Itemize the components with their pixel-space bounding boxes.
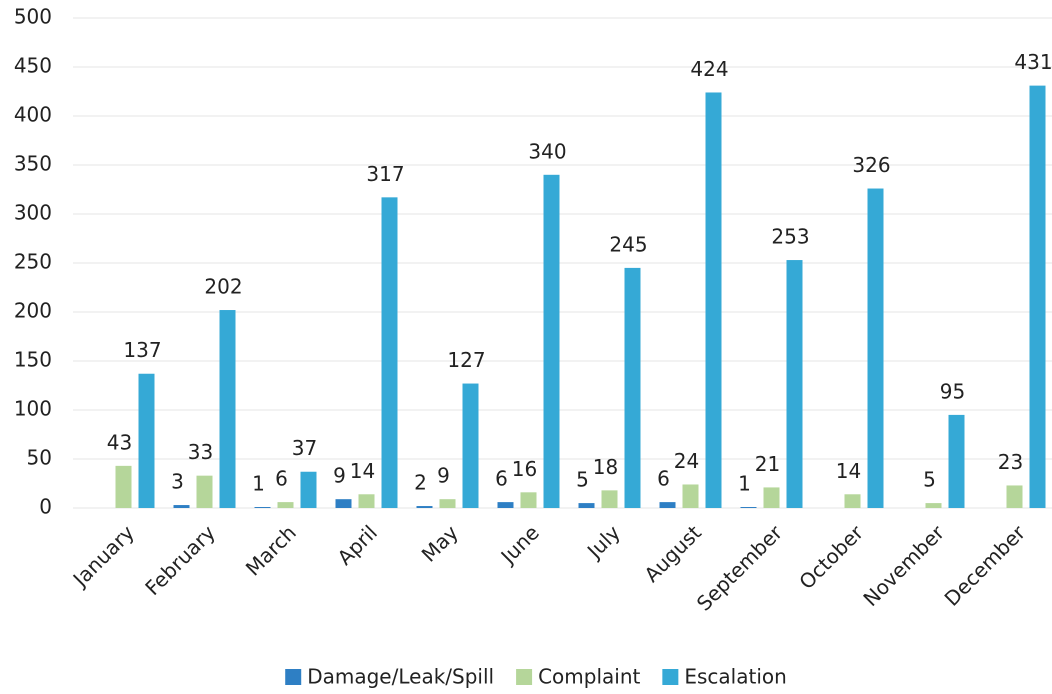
legend-item: Damage/Leak/Spill <box>285 665 494 689</box>
y-tick-label: 400 <box>14 103 52 127</box>
bar <box>138 373 155 508</box>
legend-label: Complaint <box>538 665 640 689</box>
data-label: 317 <box>366 162 404 186</box>
data-label: 9 <box>333 464 346 488</box>
bar <box>682 484 699 508</box>
data-label: 9 <box>437 464 450 488</box>
data-label: 127 <box>447 348 485 372</box>
bar <box>601 490 618 508</box>
data-label: 6 <box>275 467 288 491</box>
data-label: 245 <box>609 232 647 256</box>
bar <box>925 503 942 508</box>
bar <box>115 465 132 508</box>
bar <box>624 267 641 508</box>
bar <box>358 494 375 508</box>
data-label: 5 <box>576 468 589 492</box>
bar <box>763 487 780 508</box>
bar <box>439 499 456 508</box>
data-label: 340 <box>528 139 566 163</box>
data-label: 23 <box>998 450 1023 474</box>
x-tick-label: February <box>140 520 220 600</box>
bar <box>277 502 294 508</box>
y-tick-label: 150 <box>14 348 52 372</box>
bar <box>659 502 676 508</box>
bar <box>497 502 514 508</box>
y-tick-label: 50 <box>27 446 52 470</box>
legend-label: Escalation <box>684 665 786 689</box>
x-tick-label: November <box>858 520 949 611</box>
bar <box>300 471 317 508</box>
x-tick-label: March <box>241 520 301 580</box>
bar <box>254 507 271 508</box>
bar <box>867 188 884 508</box>
legend: Damage/Leak/Spill Complaint Escalation <box>285 665 787 689</box>
bar <box>1006 485 1023 508</box>
x-tick-label: September <box>692 520 788 616</box>
y-tick-label: 0 <box>39 495 52 519</box>
legend-item: Complaint <box>516 665 641 689</box>
data-label: 253 <box>771 225 809 249</box>
y-tick-label: 500 <box>14 5 52 29</box>
data-label: 95 <box>940 379 965 403</box>
data-label: 6 <box>657 467 670 491</box>
data-label: 424 <box>690 57 728 81</box>
bar <box>1029 85 1046 509</box>
legend-swatch <box>285 669 302 685</box>
bar <box>335 499 352 508</box>
x-tick-label: January <box>67 520 139 592</box>
x-tick-label: July <box>581 520 625 564</box>
bar <box>786 260 803 508</box>
data-label: 33 <box>188 440 213 464</box>
legend-swatch <box>662 669 679 685</box>
bar <box>219 310 236 508</box>
data-label: 326 <box>852 153 890 177</box>
y-tick-label: 100 <box>14 397 52 421</box>
bar <box>543 174 560 509</box>
data-label: 18 <box>593 455 618 479</box>
y-tick-label: 450 <box>14 54 52 78</box>
bar <box>948 414 965 508</box>
data-label: 1 <box>738 472 751 496</box>
bar <box>705 92 722 508</box>
data-label: 202 <box>204 275 242 299</box>
bar <box>740 507 757 508</box>
bar <box>462 383 479 508</box>
data-label: 43 <box>107 430 132 454</box>
data-label: 14 <box>836 459 861 483</box>
y-tick-label: 200 <box>14 299 52 323</box>
data-label: 137 <box>123 338 161 362</box>
data-label: 24 <box>674 449 699 473</box>
bar <box>173 505 190 508</box>
data-label: 5 <box>923 468 936 492</box>
data-label: 3 <box>171 470 184 494</box>
bar <box>578 503 595 508</box>
data-label: 21 <box>755 452 780 476</box>
y-tick-label: 250 <box>14 250 52 274</box>
x-tick-label: October <box>794 520 868 594</box>
x-tick-label: May <box>417 520 463 566</box>
data-label: 1 <box>252 472 265 496</box>
y-tick-label: 300 <box>14 201 52 225</box>
x-tick-label: December <box>940 520 1031 611</box>
data-label: 37 <box>292 436 317 460</box>
data-label: 431 <box>1014 50 1052 74</box>
bar <box>416 506 433 508</box>
x-tick-label: August <box>639 520 706 587</box>
data-label: 14 <box>350 459 375 483</box>
legend-swatch <box>516 669 533 685</box>
data-label: 6 <box>495 467 508 491</box>
data-label: 2 <box>414 471 427 495</box>
legend-item: Escalation <box>662 665 787 689</box>
bar <box>196 475 213 508</box>
bar <box>844 494 861 508</box>
data-label: 16 <box>512 457 537 481</box>
x-tick-label: April <box>333 520 382 569</box>
bar <box>381 197 398 508</box>
y-tick-label: 350 <box>14 152 52 176</box>
bar <box>520 492 537 508</box>
x-tick-label: June <box>495 520 544 569</box>
legend-label: Damage/Leak/Spill <box>307 665 494 689</box>
